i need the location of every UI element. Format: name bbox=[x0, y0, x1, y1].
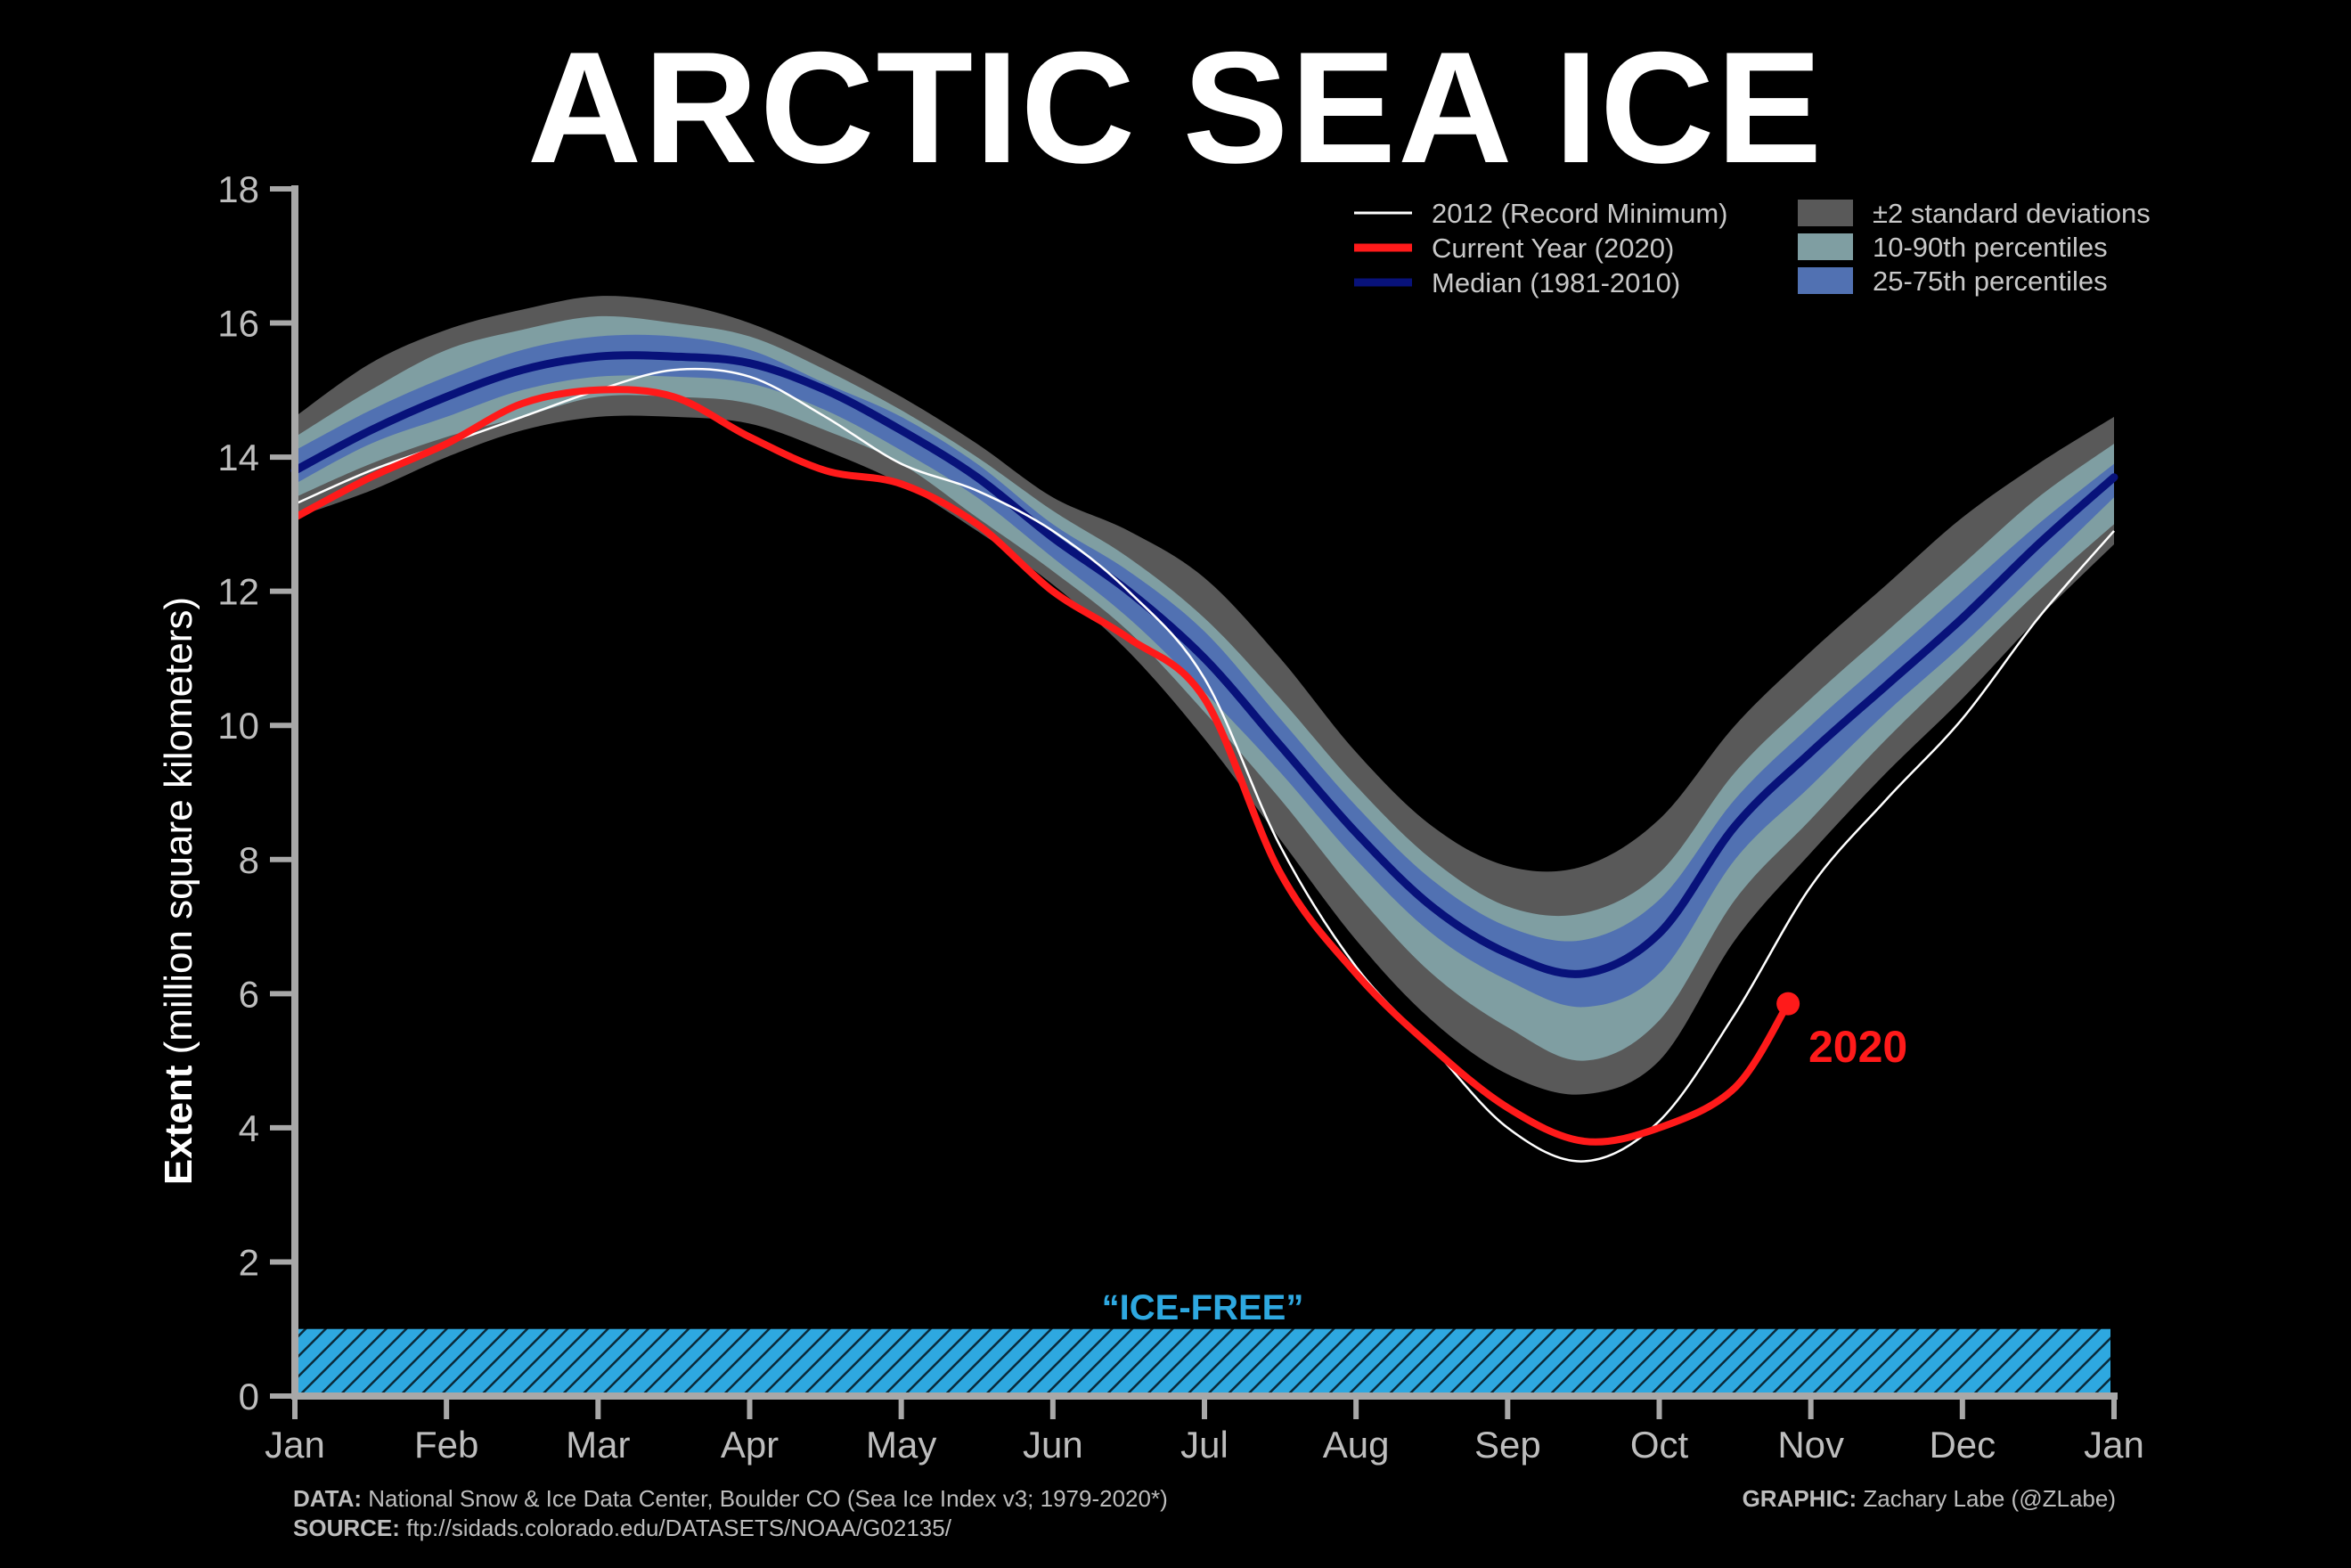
ice-free-hatch bbox=[298, 1328, 2110, 1396]
footer-graphic-text: Zachary Labe (@ZLabe) bbox=[1857, 1485, 2116, 1512]
y-tick-label: 16 bbox=[217, 303, 259, 345]
footer-data-label: DATA: bbox=[293, 1485, 363, 1512]
legend-label-p10-90: 10-90th percentiles bbox=[1873, 232, 2108, 263]
y-tick-label: 0 bbox=[239, 1376, 259, 1417]
x-tick-label: May bbox=[866, 1424, 936, 1466]
current-year-label: 2020 bbox=[1808, 1022, 1907, 1072]
legend-swatch-p25-75 bbox=[1798, 267, 1853, 294]
legend-swatch-std bbox=[1798, 200, 1853, 226]
x-tick-label: Nov bbox=[1777, 1424, 1844, 1466]
legend: 2012 (Record Minimum) Current Year (2020… bbox=[1354, 198, 2151, 298]
footer-data-text: National Snow & Ice Data Center, Boulder… bbox=[362, 1485, 1168, 1512]
legend-label-median: Median (1981-2010) bbox=[1432, 267, 1680, 298]
y-axis-label-rest: (million square kilometers) bbox=[157, 597, 200, 1066]
footer-source: SOURCE: ftp://sidads.colorado.edu/DATASE… bbox=[293, 1515, 951, 1542]
x-tick-label: Aug bbox=[1323, 1424, 1390, 1466]
legend-label-p25-75: 25-75th percentiles bbox=[1873, 265, 2108, 297]
y-tick-label: 4 bbox=[239, 1107, 259, 1149]
y-tick-label: 12 bbox=[217, 571, 259, 613]
y-axis-label: Extent (million square kilometers) bbox=[157, 597, 200, 1185]
x-tick-label: Feb bbox=[414, 1424, 478, 1466]
y-tick-label: 8 bbox=[239, 839, 259, 881]
legend-label-current: Current Year (2020) bbox=[1432, 233, 1674, 264]
legend-swatch-p10-90 bbox=[1798, 233, 1853, 260]
y-tick-label: 10 bbox=[217, 705, 259, 747]
current-2020-line bbox=[291, 386, 1792, 1146]
footer-graphic: GRAPHIC: Zachary Labe (@ZLabe) bbox=[1743, 1485, 2116, 1513]
x-tick-label: Jan bbox=[265, 1424, 325, 1466]
footer-source-label: SOURCE: bbox=[293, 1515, 400, 1541]
x-tick-label: Jan bbox=[2084, 1424, 2144, 1466]
current-2020-endpoint bbox=[1776, 992, 1800, 1016]
x-tick-label: Sep bbox=[1474, 1424, 1541, 1466]
legend-label-std: ±2 standard deviations bbox=[1873, 198, 2151, 229]
x-tick-label: Apr bbox=[721, 1424, 779, 1466]
y-axis-label-bold: Extent bbox=[157, 1065, 200, 1185]
median-line bbox=[290, 351, 2118, 978]
legend-label-record: 2012 (Record Minimum) bbox=[1432, 198, 1728, 229]
x-tick-label: Jun bbox=[1023, 1424, 1083, 1466]
footer-data: DATA: National Snow & Ice Data Center, B… bbox=[293, 1485, 1168, 1513]
x-tick-label: Mar bbox=[566, 1424, 630, 1466]
record-2012-line bbox=[294, 367, 2115, 1163]
band-p25-75 bbox=[295, 334, 2114, 1008]
y-tick-label: 14 bbox=[217, 437, 259, 478]
y-tick-label: 18 bbox=[217, 168, 259, 210]
x-tick-label: Oct bbox=[1630, 1424, 1689, 1466]
footer-graphic-label: GRAPHIC: bbox=[1742, 1485, 1857, 1512]
ice-free-label: “ICE-FREE” bbox=[1102, 1288, 1304, 1327]
axes: 0 2 4 6 8 10 12 14 16 18 Jan Feb Mar Apr May Jun Jul Aug S… bbox=[217, 168, 2144, 1466]
ice-free-zone bbox=[298, 1328, 2110, 1396]
y-tick-label: 2 bbox=[239, 1241, 259, 1283]
x-tick-label: Jul bbox=[1180, 1424, 1229, 1466]
y-tick-label: 6 bbox=[239, 973, 259, 1015]
footer-source-text: ftp://sidads.colorado.edu/DATASETS/NOAA/… bbox=[399, 1515, 951, 1541]
chart-title: ARCTIC SEA ICE bbox=[527, 19, 1824, 196]
series-lines bbox=[290, 351, 2118, 1163]
x-tick-label: Dec bbox=[1929, 1424, 1996, 1466]
